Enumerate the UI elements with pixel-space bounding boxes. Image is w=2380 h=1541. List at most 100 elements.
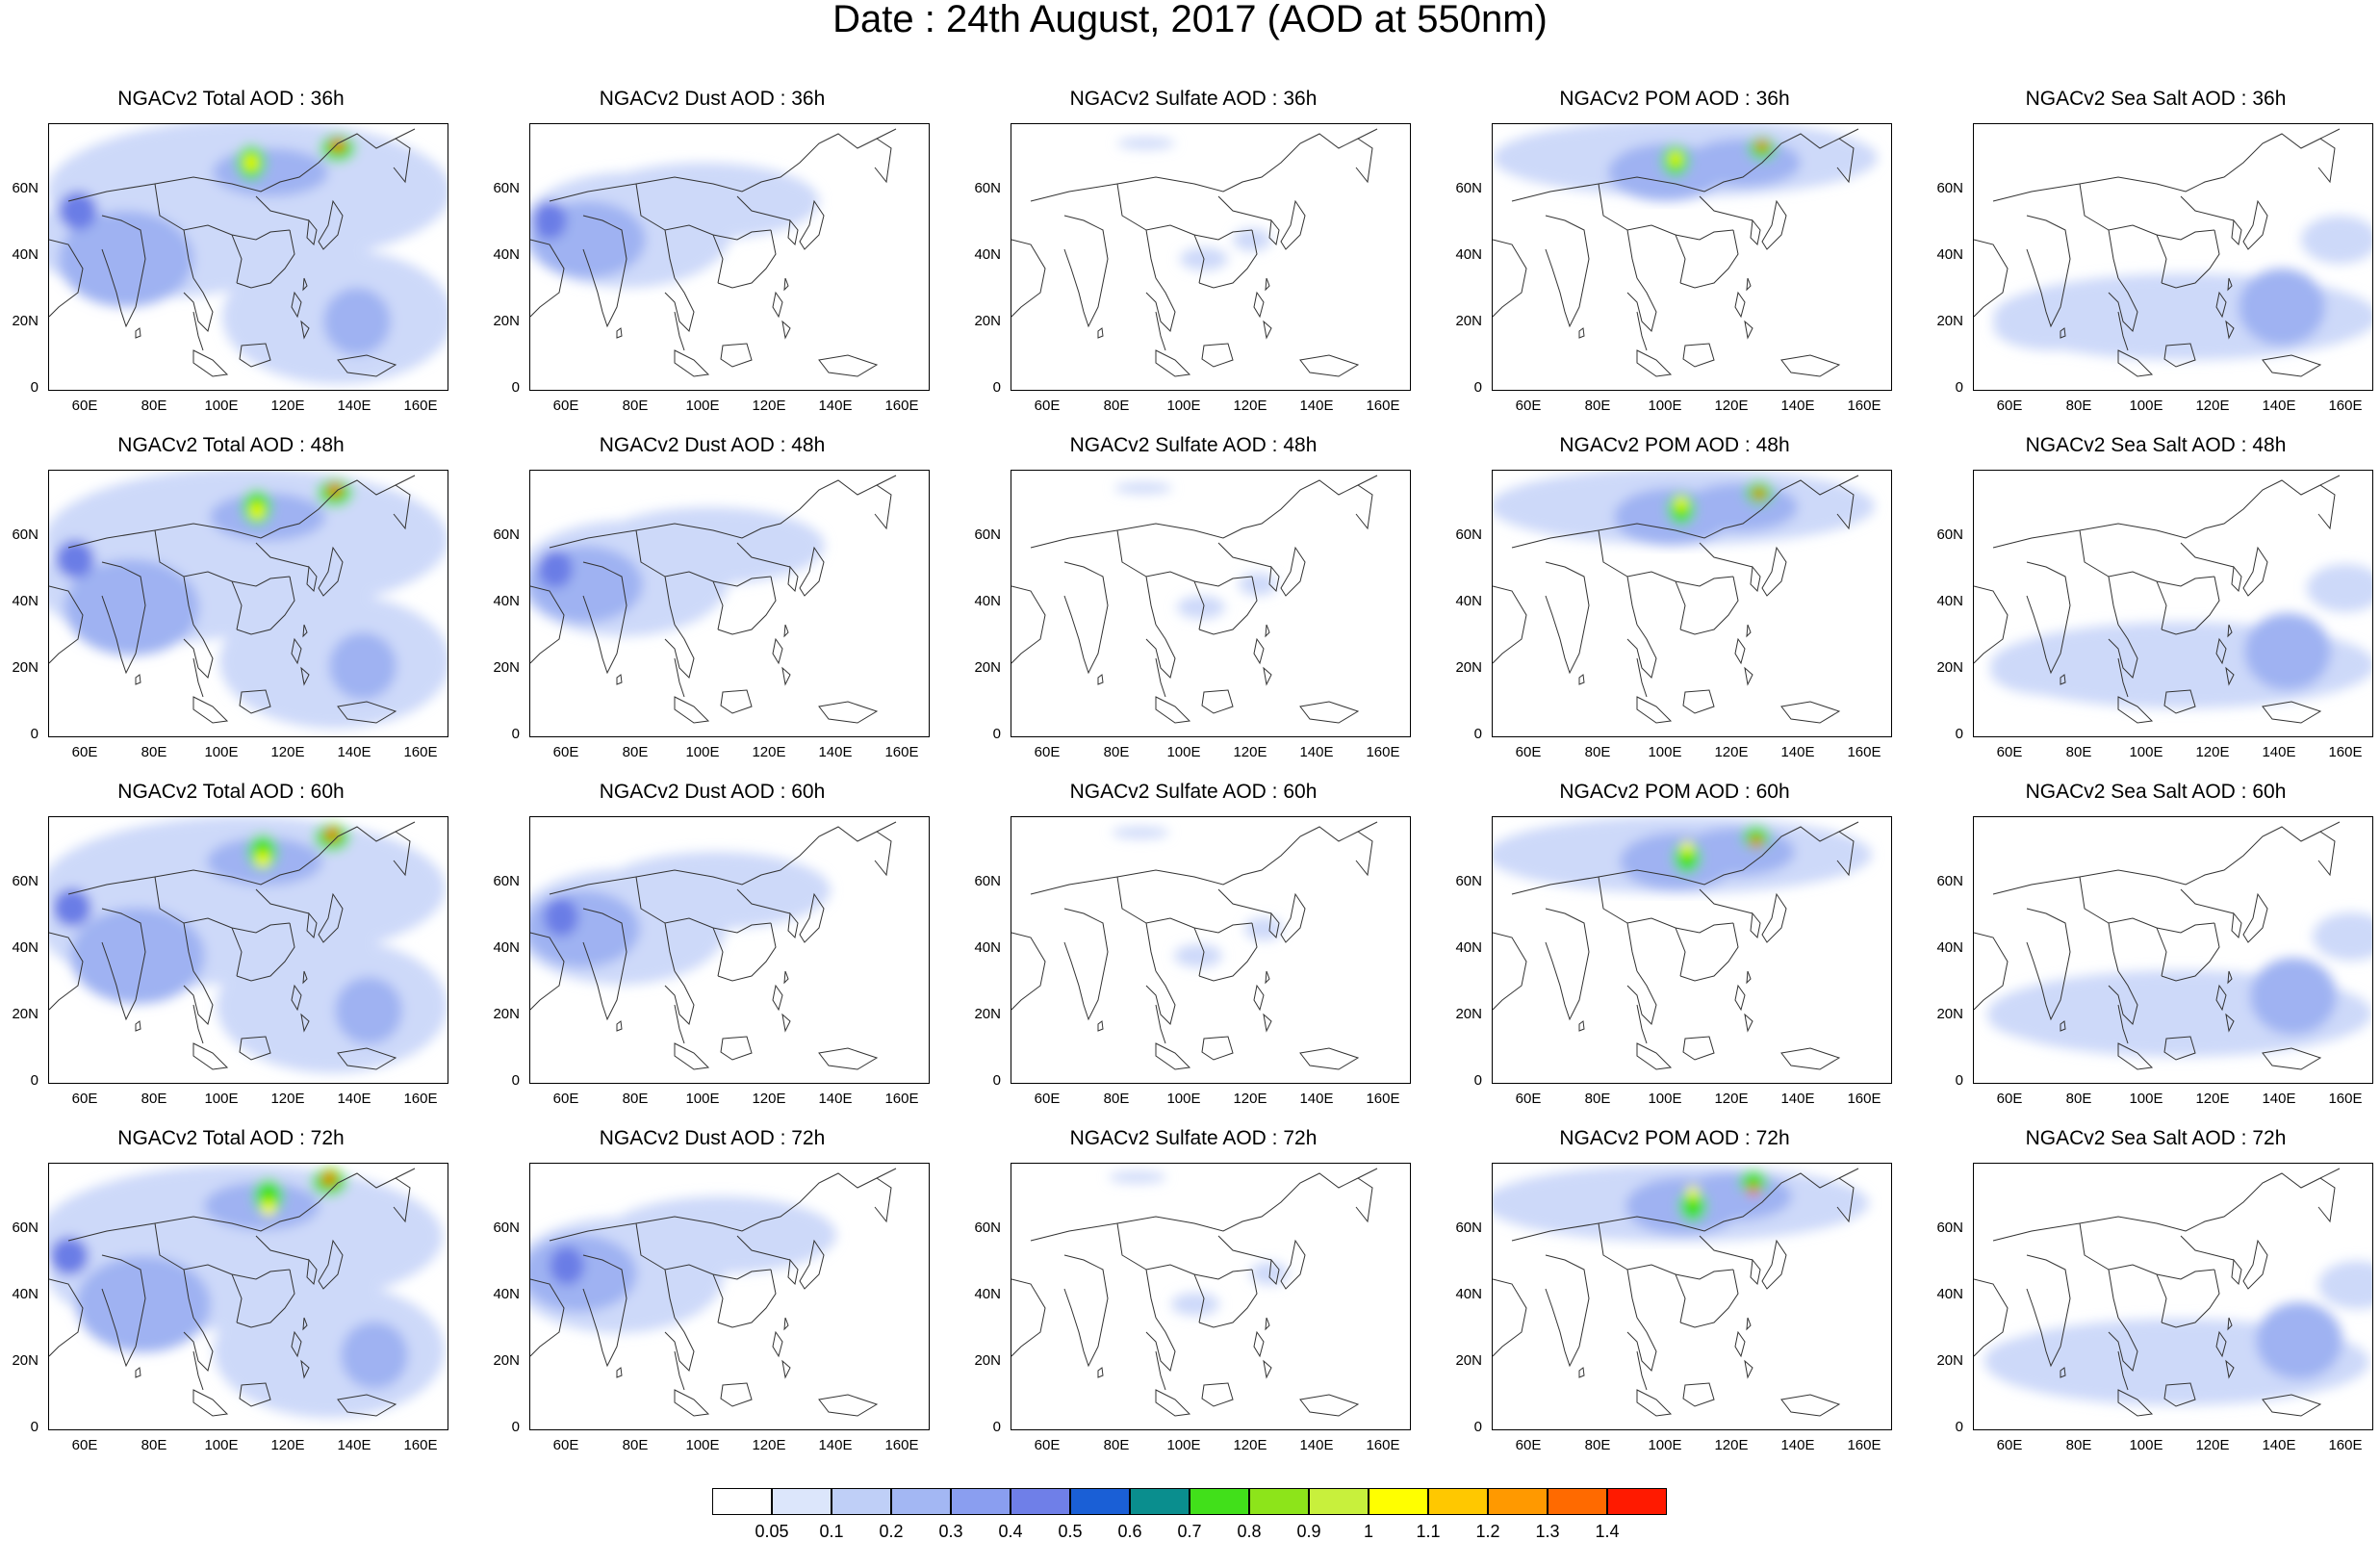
x-tick-label: 80E <box>1584 744 1611 760</box>
y-tick-label: 20N <box>1936 1006 1963 1022</box>
colorbar-label: 0.7 <box>1177 1522 1202 1541</box>
x-tick-label: 160E <box>1366 1437 1400 1453</box>
x-tick-label: 120E <box>2195 1091 2230 1107</box>
map-panel-seasalt-row-3: NGACv2 Sea Salt AOD : 72h 60N 40N 20N 0 60E 80… <box>1925 1128 2380 1475</box>
aod-plume <box>1990 647 2106 695</box>
y-tick-label: 60N <box>1455 873 1482 889</box>
aod-map <box>529 1163 930 1430</box>
colorbar-label: 1.2 <box>1475 1522 1500 1541</box>
panel-title: NGACv2 Total AOD : 36h <box>117 88 345 110</box>
aod-plume <box>1751 837 1762 847</box>
aod-plume <box>2301 216 2372 264</box>
aod-plume <box>1753 489 1765 499</box>
y-tick-label: 40N <box>12 1286 38 1302</box>
x-tick-label: 60E <box>552 744 579 760</box>
y-tick-label: 40N <box>493 593 520 609</box>
aod-plume <box>2318 1261 2372 1309</box>
aod-plume <box>70 908 205 1004</box>
x-tick-label: 80E <box>2065 744 2092 760</box>
aod-plume <box>1676 497 1687 510</box>
y-tick-label: 20N <box>1455 313 1482 329</box>
x-tick-label: 140E <box>818 398 853 414</box>
colorbar-swatch <box>712 1488 772 1515</box>
x-tick-label: 80E <box>1103 744 1130 760</box>
aod-plume <box>1171 1293 1219 1316</box>
aod-plume <box>1114 482 1172 494</box>
aod-map <box>1492 123 1892 391</box>
y-tick-label: 0 <box>992 379 1001 396</box>
aod-map <box>1011 123 1411 391</box>
x-tick-label: 100E <box>204 398 239 414</box>
x-tick-label: 120E <box>752 1091 786 1107</box>
x-tick-label: 80E <box>2065 398 2092 414</box>
aod-plume <box>550 1246 584 1285</box>
x-tick-label: 60E <box>71 1091 98 1107</box>
panel-title: NGACv2 Sulfate AOD : 36h <box>1069 88 1318 110</box>
x-tick-label: 60E <box>552 1437 579 1453</box>
x-tick-label: 160E <box>1847 1091 1881 1107</box>
x-tick-label: 160E <box>2328 398 2363 414</box>
colorbar-label: 1.1 <box>1416 1522 1441 1541</box>
x-tick-label: 140E <box>1780 1091 1815 1107</box>
x-tick-label: 160E <box>403 744 438 760</box>
x-tick-label: 140E <box>337 1091 371 1107</box>
x-tick-label: 160E <box>884 744 919 760</box>
y-tick-label: 40N <box>12 246 38 263</box>
y-tick-label: 20N <box>493 1352 520 1369</box>
y-tick-label: 60N <box>974 527 1001 543</box>
x-tick-label: 60E <box>71 744 98 760</box>
aod-plume <box>323 288 391 355</box>
aod-plume <box>213 148 328 196</box>
map-panel-dust-row-3: NGACv2 Dust AOD : 72h 60N 40N 20N 0 60E 80E 100… <box>481 1128 943 1475</box>
aod-plume <box>59 192 97 230</box>
aod-map <box>529 123 930 391</box>
aod-plume <box>53 888 91 927</box>
x-tick-label: 80E <box>141 1437 167 1453</box>
map-panel-seasalt-row-1: NGACv2 Sea Salt AOD : 48h 60N 40N 20N 0 60E 80… <box>1925 435 2380 782</box>
colorbar-label: 0.6 <box>1117 1522 1142 1541</box>
y-tick-label: 40N <box>493 1286 520 1302</box>
x-tick-label: 160E <box>1366 398 1400 414</box>
x-tick-label: 60E <box>1515 1437 1542 1453</box>
colorbar-label: 0.4 <box>998 1522 1023 1541</box>
panel-title: NGACv2 Sulfate AOD : 60h <box>1069 781 1318 803</box>
colorbar-swatch <box>1607 1488 1667 1515</box>
panel-title: NGACv2 POM AOD : 36h <box>1559 88 1790 110</box>
aod-plume <box>2313 912 2372 961</box>
y-tick-label: 0 <box>1955 726 1963 742</box>
colorbar-swatch <box>1369 1488 1428 1515</box>
colorbar-swatch <box>1428 1488 1488 1515</box>
x-tick-label: 100E <box>1648 744 1682 760</box>
map-panel-sulfate-row-2: NGACv2 Sulfate AOD : 60h 60N 40N 20N 0 60E 80E… <box>962 782 1424 1128</box>
colorbar-label: 0.05 <box>755 1522 789 1541</box>
y-tick-label: 60N <box>493 180 520 196</box>
x-tick-label: 140E <box>1780 744 1815 760</box>
colorbar-swatch <box>1070 1488 1130 1515</box>
y-tick-label: 40N <box>1455 246 1482 263</box>
x-tick-label: 60E <box>71 1437 98 1453</box>
y-tick-label: 20N <box>12 659 38 676</box>
aod-plume <box>1679 1191 1706 1221</box>
x-tick-label: 160E <box>884 1437 919 1453</box>
aod-plume <box>1109 1171 1166 1183</box>
map-panel-total-row-3: NGACv2 Total AOD : 72h 60N 40N 20N 0 60E 80E 10… <box>0 1128 462 1475</box>
colorbar-label: 0.3 <box>938 1522 963 1541</box>
y-tick-label: 0 <box>1955 1072 1963 1089</box>
colorbar-swatch <box>1011 1488 1070 1515</box>
y-tick-label: 20N <box>12 1006 38 1022</box>
x-tick-label: 120E <box>1233 744 1267 760</box>
panel-title: NGACv2 Sea Salt AOD : 36h <box>2025 88 2287 110</box>
x-tick-label: 100E <box>1648 398 1682 414</box>
x-tick-label: 140E <box>2262 398 2296 414</box>
y-tick-label: 0 <box>1473 726 1482 742</box>
colorbar-label: 0.9 <box>1296 1522 1321 1541</box>
x-tick-label: 60E <box>552 1091 579 1107</box>
aod-plume <box>322 1173 336 1185</box>
colorbar-swatch <box>1190 1488 1249 1515</box>
y-tick-label: 20N <box>493 1006 520 1022</box>
y-tick-label: 60N <box>1455 180 1482 196</box>
x-tick-label: 80E <box>622 744 649 760</box>
y-tick-label: 20N <box>1455 1006 1482 1022</box>
x-tick-label: 100E <box>685 1437 720 1453</box>
x-tick-label: 160E <box>1847 398 1881 414</box>
